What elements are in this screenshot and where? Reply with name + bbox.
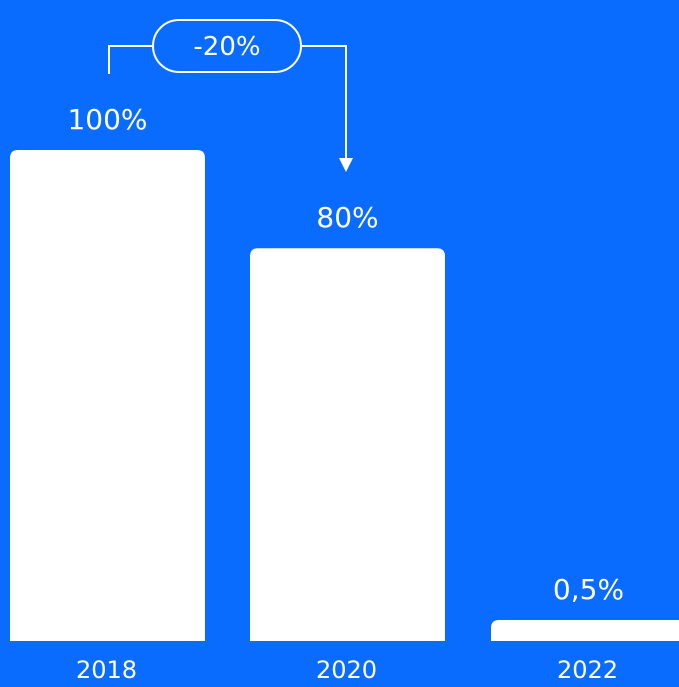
annotation-pill [152, 19, 302, 73]
value-label-2022: 0,5% [553, 573, 624, 606]
bars-group [10, 150, 679, 641]
value-labels-group: 100% 80% 0,5% [67, 103, 624, 606]
x-tick-label-2018: 2018 [76, 656, 137, 684]
value-label-2020: 80% [316, 201, 378, 234]
bar-2022 [491, 620, 679, 641]
annotation-connector-line [108, 45, 347, 160]
bar-2020 [250, 248, 445, 641]
x-tick-label-2020: 2020 [316, 656, 377, 684]
value-label-2018: 100% [67, 103, 147, 136]
annotation-arrowhead [339, 158, 353, 172]
annotation-label: -20% [193, 32, 260, 62]
x-axis-labels-group: 2018 2020 2022 [76, 656, 618, 684]
x-tick-label-2022: 2022 [557, 656, 618, 684]
change-annotation: -20% [108, 19, 353, 172]
bar-2018 [10, 150, 205, 641]
